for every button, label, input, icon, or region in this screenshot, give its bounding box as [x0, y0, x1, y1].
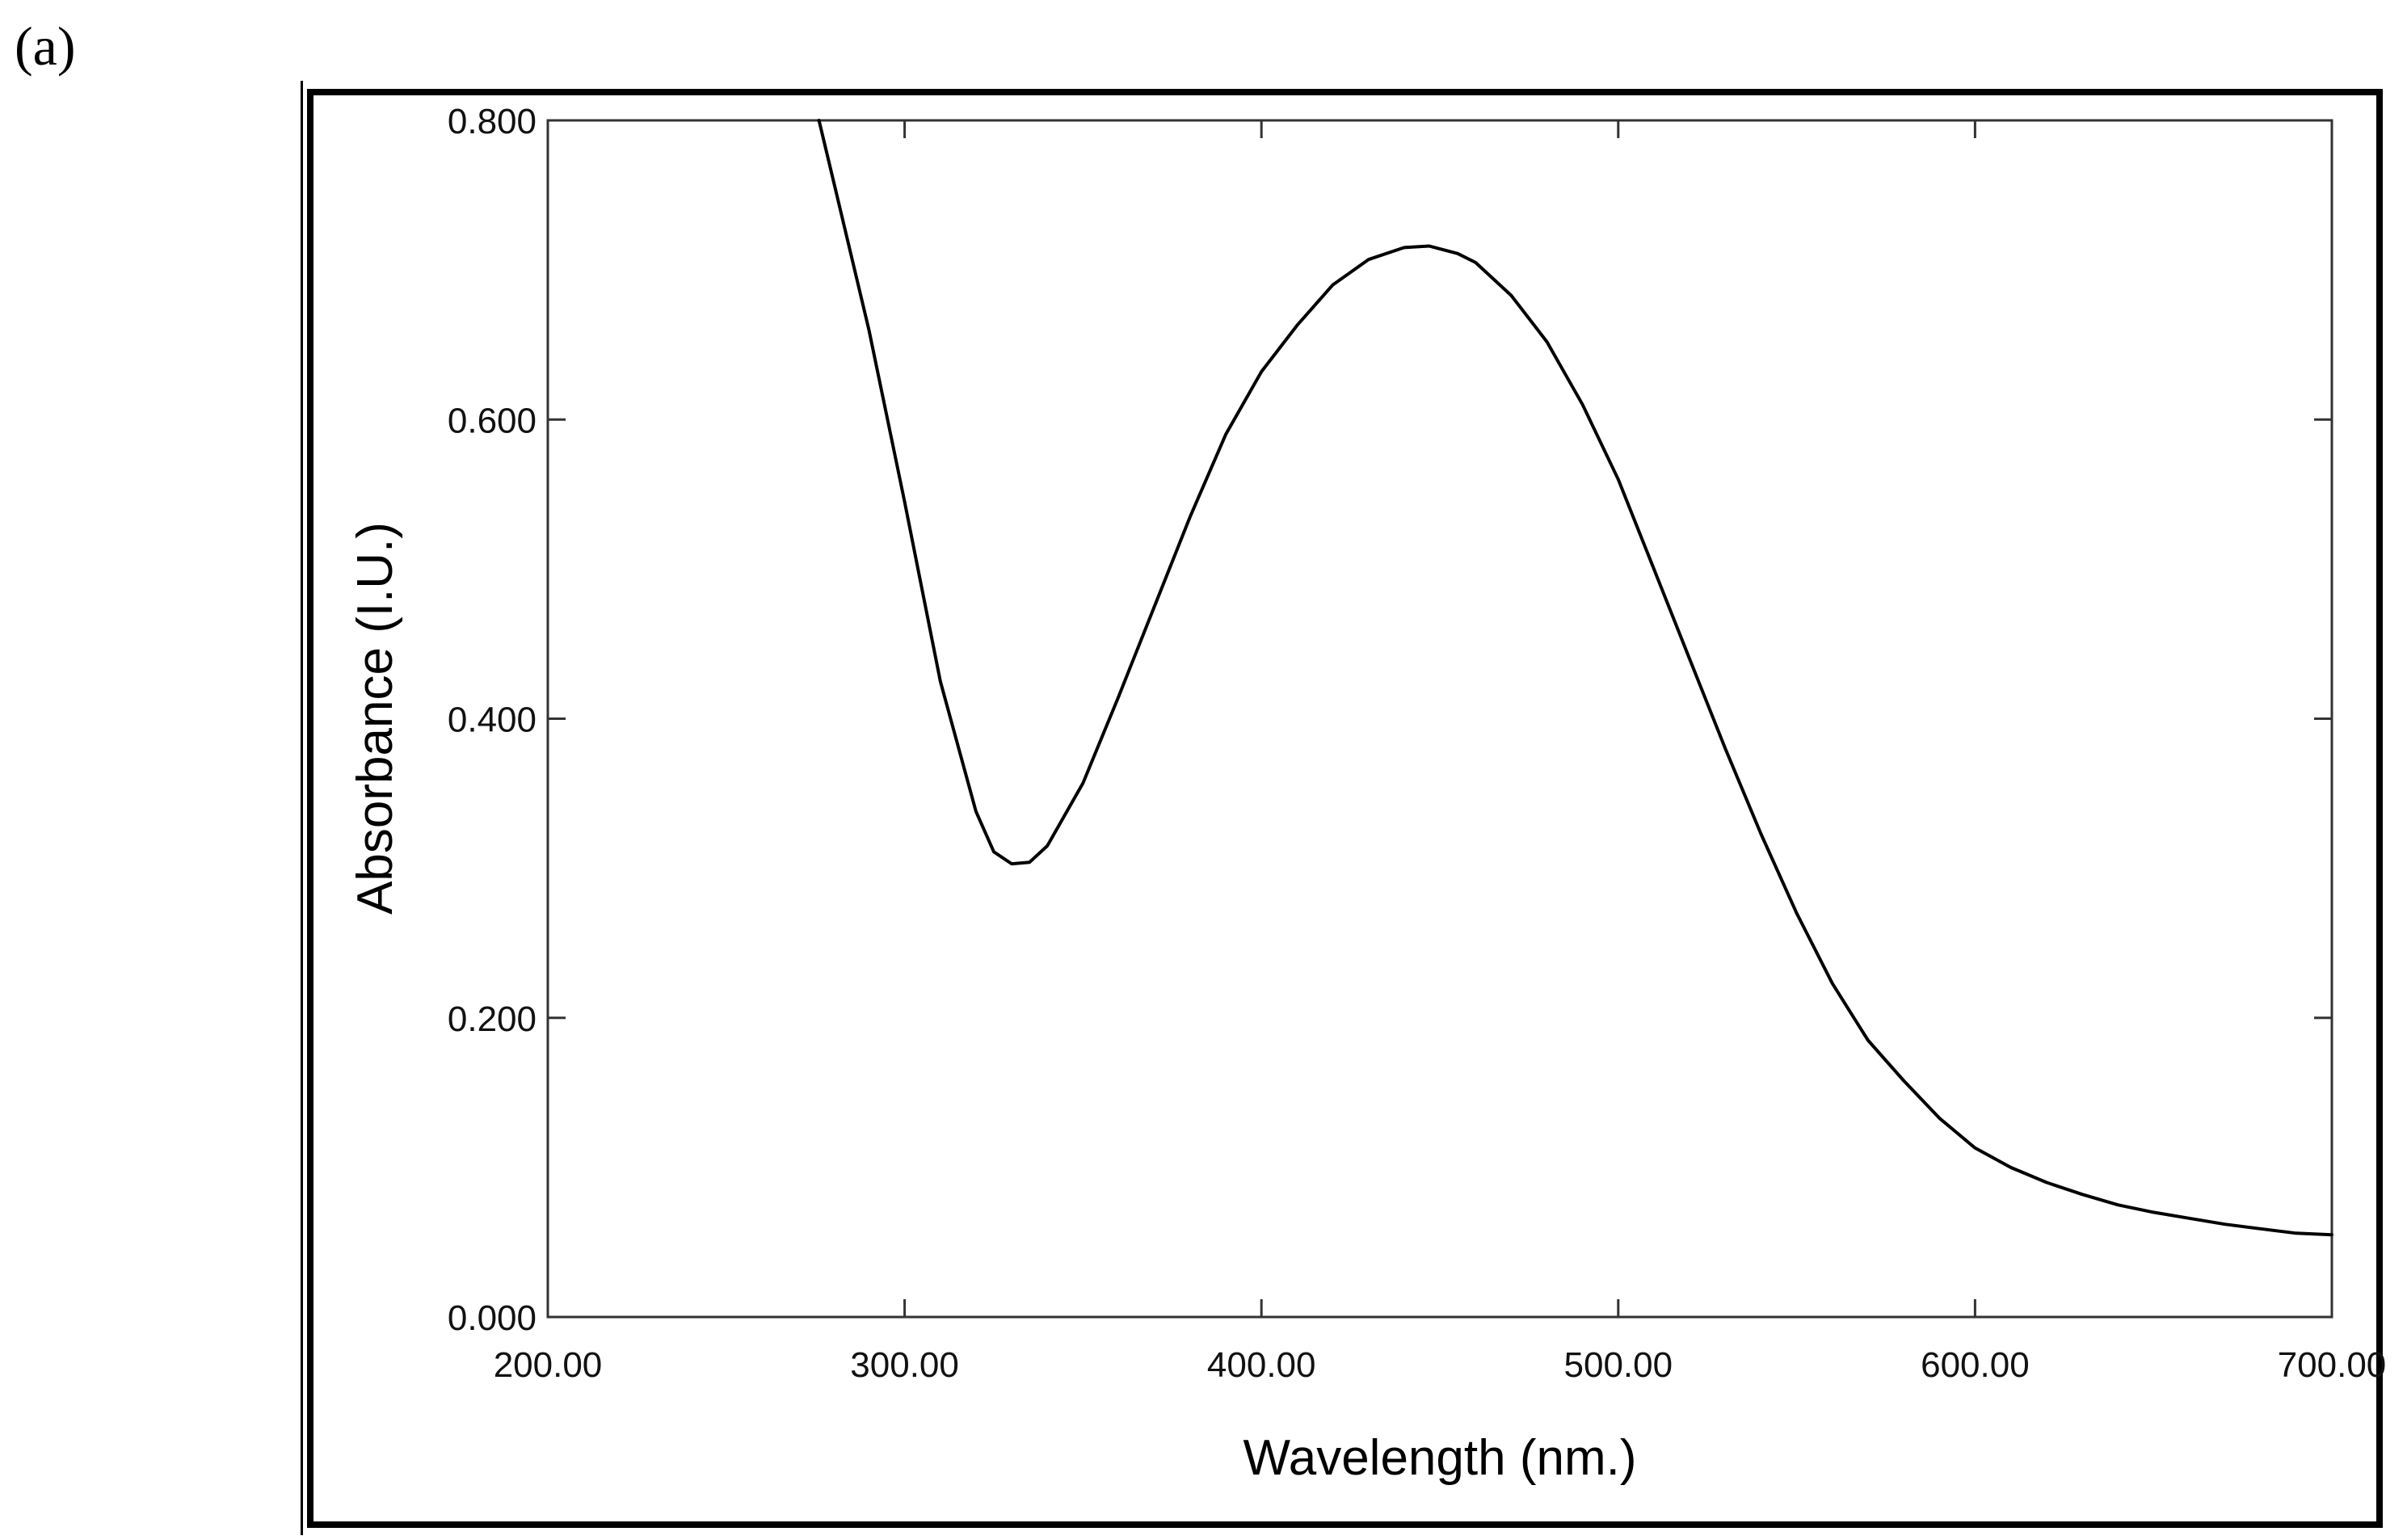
x-tick-label: 600.00	[1921, 1345, 2030, 1385]
x-axis-title: Wavelength (nm.)	[1243, 1430, 1637, 1486]
y-tick-label: 0.200	[448, 999, 537, 1039]
y-tick-label: 0.600	[448, 401, 537, 440]
x-tick-label: 300.00	[850, 1345, 959, 1385]
panel-label: (a)	[15, 15, 76, 77]
chart-frame	[307, 89, 2383, 1528]
y-tick-label: 0.400	[448, 701, 537, 740]
plot-area	[546, 119, 2333, 1319]
x-axis: 200.00 300.00 400.00 500.00 600.00 700.00	[494, 120, 2387, 1385]
absorbance-series-line	[817, 119, 2333, 1237]
left-border-line	[301, 81, 303, 1535]
x-tick-label: 400.00	[1207, 1345, 1316, 1385]
y-tick-label: 0.000	[448, 1298, 537, 1338]
x-tick-label: 500.00	[1564, 1345, 1673, 1385]
y-tick-label: 0.800	[448, 102, 537, 141]
y-axis-title: Absorbance (I.U.)	[347, 522, 403, 915]
x-tick-label: 700.00	[2278, 1345, 2387, 1385]
x-tick-label: 200.00	[494, 1345, 603, 1385]
y-axis: 0.000 0.200 0.400 0.600 0.800	[448, 102, 2332, 1338]
